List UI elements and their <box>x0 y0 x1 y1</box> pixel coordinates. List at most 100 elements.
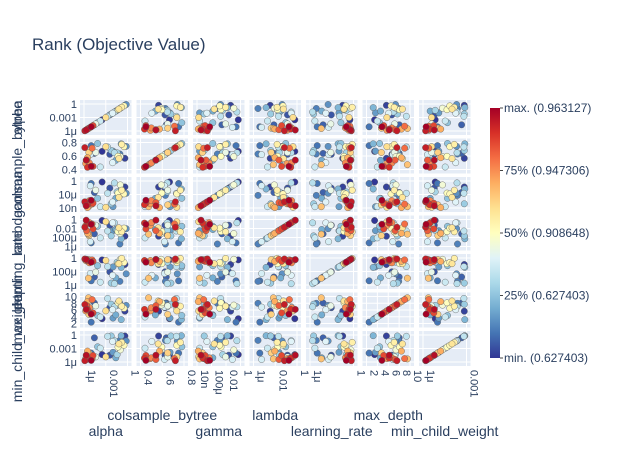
column-axis-title: learning_rate <box>291 423 373 439</box>
trial-point <box>277 274 285 282</box>
trial-point <box>340 340 348 348</box>
trial-point <box>197 156 205 164</box>
trial-point <box>322 198 330 206</box>
trial-point <box>448 155 456 163</box>
trial-point <box>309 149 316 157</box>
trial-point <box>264 344 271 352</box>
trial-point <box>145 274 153 282</box>
panel-gamma-vs-alpha <box>80 177 132 212</box>
trial-point <box>377 107 384 115</box>
colorbar: max. (0.963127) 75% (0.947306) 50% (0.9086… <box>490 101 591 365</box>
trial-point <box>228 270 236 277</box>
x-tick-label: 0.01 <box>227 370 239 391</box>
trial-point <box>378 162 386 170</box>
trial-point <box>291 315 299 323</box>
trial-point <box>88 296 96 303</box>
trial-point <box>342 220 350 228</box>
trial-point <box>345 114 353 121</box>
trial-point <box>284 268 291 276</box>
panel-min_child_weight-vs-lambda <box>249 331 301 366</box>
trial-point <box>142 258 150 266</box>
trial-point <box>102 203 110 211</box>
trial-point <box>342 310 350 318</box>
trial-point <box>385 351 393 359</box>
trial-point <box>448 105 456 113</box>
trial-point <box>430 256 438 263</box>
panel-learning_rate-vs-gamma <box>193 254 245 289</box>
trial-point <box>145 294 153 302</box>
trial-point <box>233 219 241 227</box>
trial-point <box>270 181 278 189</box>
trial-point <box>385 305 393 313</box>
trial-point <box>87 162 95 170</box>
trial-point <box>176 228 184 236</box>
y-tick-label: 1 <box>71 99 77 111</box>
trial-point <box>311 278 319 286</box>
trial-point <box>342 356 350 364</box>
trial-point <box>269 274 277 282</box>
trial-point <box>176 186 184 194</box>
trial-point <box>327 221 335 229</box>
trial-point <box>271 298 279 305</box>
trial-point <box>258 356 265 363</box>
trial-point <box>430 351 438 359</box>
panel-colsample_bytree-vs-alpha <box>80 138 132 174</box>
trial-point <box>206 123 214 131</box>
trial-point <box>115 340 123 348</box>
trial-point <box>230 153 238 161</box>
y-tick-label: 0.01 <box>56 224 77 236</box>
trial-point <box>337 119 345 127</box>
trial-point <box>422 196 430 204</box>
trial-point <box>222 302 230 310</box>
trial-point <box>102 307 110 315</box>
trial-point <box>441 278 449 286</box>
trial-point <box>175 180 183 187</box>
trial-point <box>118 302 126 310</box>
trial-point <box>402 332 410 340</box>
trial-point <box>450 140 458 148</box>
trial-point <box>210 105 218 113</box>
trial-point <box>82 305 90 313</box>
trial-point <box>275 302 283 309</box>
trial-point <box>385 256 393 263</box>
trial-point <box>164 186 172 194</box>
trial-point <box>171 144 179 152</box>
trial-point <box>395 240 403 248</box>
trial-point <box>82 126 90 134</box>
trial-point <box>311 313 319 321</box>
trial-point <box>398 340 406 348</box>
trial-point <box>401 296 408 303</box>
trial-point <box>222 140 230 148</box>
trial-point <box>118 140 126 148</box>
trial-point <box>152 126 160 134</box>
trial-point <box>422 123 430 131</box>
trial-point <box>327 149 335 156</box>
trial-point <box>232 142 240 150</box>
trial-point <box>222 186 230 194</box>
trial-point <box>285 162 293 170</box>
trial-point <box>434 277 441 285</box>
trial-point <box>85 274 92 282</box>
trial-point <box>82 202 90 210</box>
trial-point <box>280 127 288 135</box>
trial-point <box>398 193 406 201</box>
trial-point <box>87 310 95 318</box>
trial-point <box>109 338 117 345</box>
trial-point <box>173 114 181 121</box>
x-tick-label: 4 <box>378 370 390 376</box>
trial-point <box>460 263 468 270</box>
x-tick-label: 1 <box>298 370 310 376</box>
trial-point <box>206 356 214 364</box>
panel-min_child_weight-vs-max_depth <box>362 331 414 366</box>
trial-point <box>336 143 343 151</box>
trial-point <box>401 256 408 264</box>
trial-point <box>142 310 150 318</box>
trial-point <box>287 338 295 345</box>
trial-point <box>213 277 221 285</box>
trial-point <box>88 144 96 152</box>
trial-point <box>196 274 204 282</box>
trial-point <box>157 181 165 189</box>
trial-point <box>291 256 299 263</box>
y-tick-label: 8 <box>71 298 77 310</box>
